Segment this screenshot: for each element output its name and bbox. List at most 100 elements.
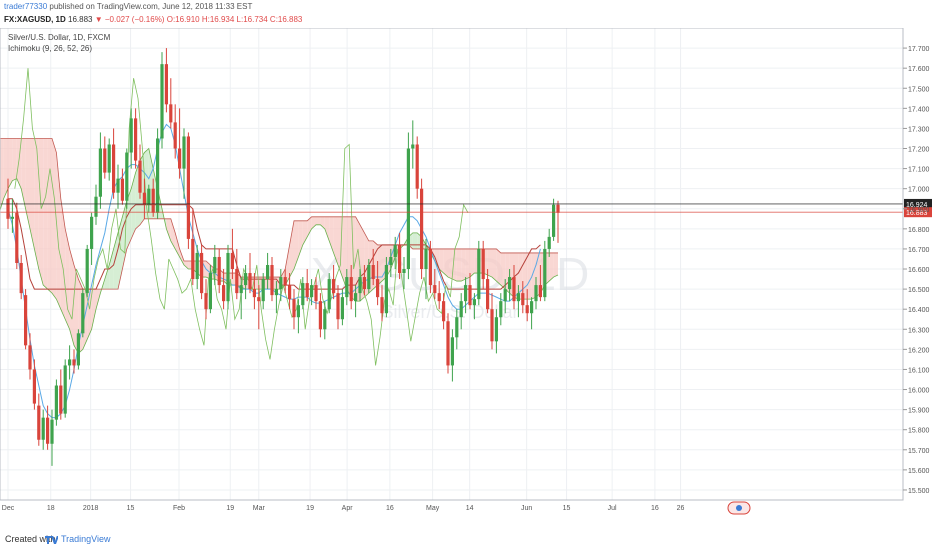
y-tick-label: 17.700 bbox=[908, 46, 930, 53]
x-tick-label: 19 bbox=[306, 505, 314, 512]
cloud-segment bbox=[500, 252, 506, 290]
candle-body bbox=[195, 252, 199, 280]
cloud-segment bbox=[47, 138, 52, 294]
cloud-segment bbox=[254, 277, 259, 290]
candle-body bbox=[464, 285, 468, 302]
event-flag-icon[interactable] bbox=[727, 501, 751, 515]
candle bbox=[411, 120, 415, 169]
candle bbox=[323, 301, 327, 340]
ichimoku-lines bbox=[0, 68, 559, 419]
cloud-segment bbox=[131, 172, 136, 239]
cloud-segment bbox=[452, 248, 457, 282]
candle-body bbox=[120, 178, 124, 201]
candle bbox=[442, 293, 446, 330]
y-tick-label: 16.500 bbox=[908, 287, 930, 294]
candle-body bbox=[98, 148, 102, 197]
candle bbox=[402, 256, 406, 290]
candle bbox=[398, 232, 402, 280]
candle bbox=[288, 273, 292, 310]
candle-body bbox=[261, 279, 265, 302]
candle-body bbox=[213, 256, 217, 274]
legend-indicator[interactable]: Ichimoku (9, 26, 52, 26) bbox=[8, 44, 92, 53]
candlestick-series bbox=[6, 48, 560, 466]
candle bbox=[428, 240, 432, 294]
candle bbox=[81, 289, 85, 338]
candle bbox=[270, 256, 274, 302]
y-tick-label: 15.700 bbox=[908, 448, 930, 455]
price-change: ▼ −0.027 (−0.16%) bbox=[94, 15, 165, 24]
candle-body bbox=[244, 273, 248, 286]
symbol-line: FX:XAGUSD, 1D 16.883 ▼ −0.027 (−0.16%) O… bbox=[4, 15, 302, 24]
candle bbox=[239, 277, 243, 320]
candle bbox=[437, 281, 441, 310]
price-axis: 17.700 17.600 17.500 17.400 17.300 17.200 17.1… bbox=[903, 46, 930, 495]
candle bbox=[393, 236, 397, 270]
cloud-segment bbox=[342, 216, 347, 290]
cloud-segment bbox=[496, 248, 501, 286]
cloud-segment bbox=[65, 228, 70, 330]
candle-body bbox=[81, 293, 85, 334]
cloud-segment bbox=[184, 260, 189, 270]
candle bbox=[112, 128, 116, 199]
price-label-box bbox=[904, 198, 932, 209]
candle-body bbox=[340, 297, 344, 320]
price-label-box bbox=[904, 207, 932, 218]
candle bbox=[90, 212, 94, 266]
candle-body bbox=[494, 317, 498, 342]
tradingview-link[interactable]: TradingView bbox=[61, 534, 111, 544]
candle-body bbox=[323, 309, 327, 330]
candle bbox=[103, 136, 107, 179]
candle bbox=[178, 108, 182, 179]
candle-body bbox=[411, 144, 415, 149]
candle-body bbox=[376, 279, 380, 298]
candle bbox=[296, 299, 300, 334]
candle bbox=[173, 104, 177, 159]
cloud-segment bbox=[470, 248, 475, 278]
candle bbox=[195, 244, 199, 290]
legend-symbol: Silver/U.S. Dollar, 1D, FXCM bbox=[8, 33, 111, 42]
candle-body bbox=[182, 136, 186, 169]
candle bbox=[371, 248, 375, 286]
candle-body bbox=[37, 405, 41, 440]
candle bbox=[301, 277, 305, 310]
candle bbox=[354, 285, 358, 318]
candle-body bbox=[406, 148, 410, 270]
candle-body bbox=[450, 337, 454, 366]
candle bbox=[384, 256, 388, 318]
candle-body bbox=[327, 279, 331, 310]
candle bbox=[120, 168, 124, 205]
candle-body bbox=[420, 188, 424, 270]
x-tick-label: 16 bbox=[386, 505, 394, 512]
candle-body bbox=[235, 269, 239, 294]
candle bbox=[252, 273, 256, 310]
candle-body bbox=[292, 299, 296, 318]
candle-body bbox=[76, 333, 80, 366]
y-tick-label: 16.300 bbox=[908, 327, 930, 334]
candle-body bbox=[437, 293, 441, 302]
candle bbox=[499, 293, 503, 326]
cloud-segment bbox=[43, 138, 48, 290]
tradingview-logo-icon[interactable] bbox=[44, 533, 58, 545]
cloud-segment bbox=[307, 216, 312, 237]
y-tick-label: 17.600 bbox=[908, 66, 930, 73]
cloud-segment bbox=[3, 138, 8, 199]
candle bbox=[472, 293, 476, 320]
candle-body bbox=[204, 293, 208, 310]
y-tick-label: 17.200 bbox=[908, 147, 930, 154]
username-link[interactable]: trader77330 bbox=[4, 2, 48, 11]
candle-body bbox=[530, 301, 534, 314]
x-tick-label: 16 bbox=[651, 505, 659, 512]
candle-body bbox=[389, 256, 393, 266]
candle bbox=[160, 52, 164, 149]
y-tick-label: 16.700 bbox=[908, 247, 930, 254]
candle bbox=[125, 148, 129, 209]
price-chart[interactable]: XAGUSD, 1D Silver/U.S. Dollar 16.92416.8… bbox=[0, 28, 932, 530]
candle-body bbox=[459, 301, 463, 318]
candle-body bbox=[301, 283, 305, 306]
candle-body bbox=[433, 285, 437, 294]
candle bbox=[186, 132, 190, 249]
candle-body bbox=[446, 321, 450, 366]
candle bbox=[32, 359, 36, 410]
candle-body bbox=[521, 293, 525, 306]
y-tick-label: 16.400 bbox=[908, 307, 930, 314]
